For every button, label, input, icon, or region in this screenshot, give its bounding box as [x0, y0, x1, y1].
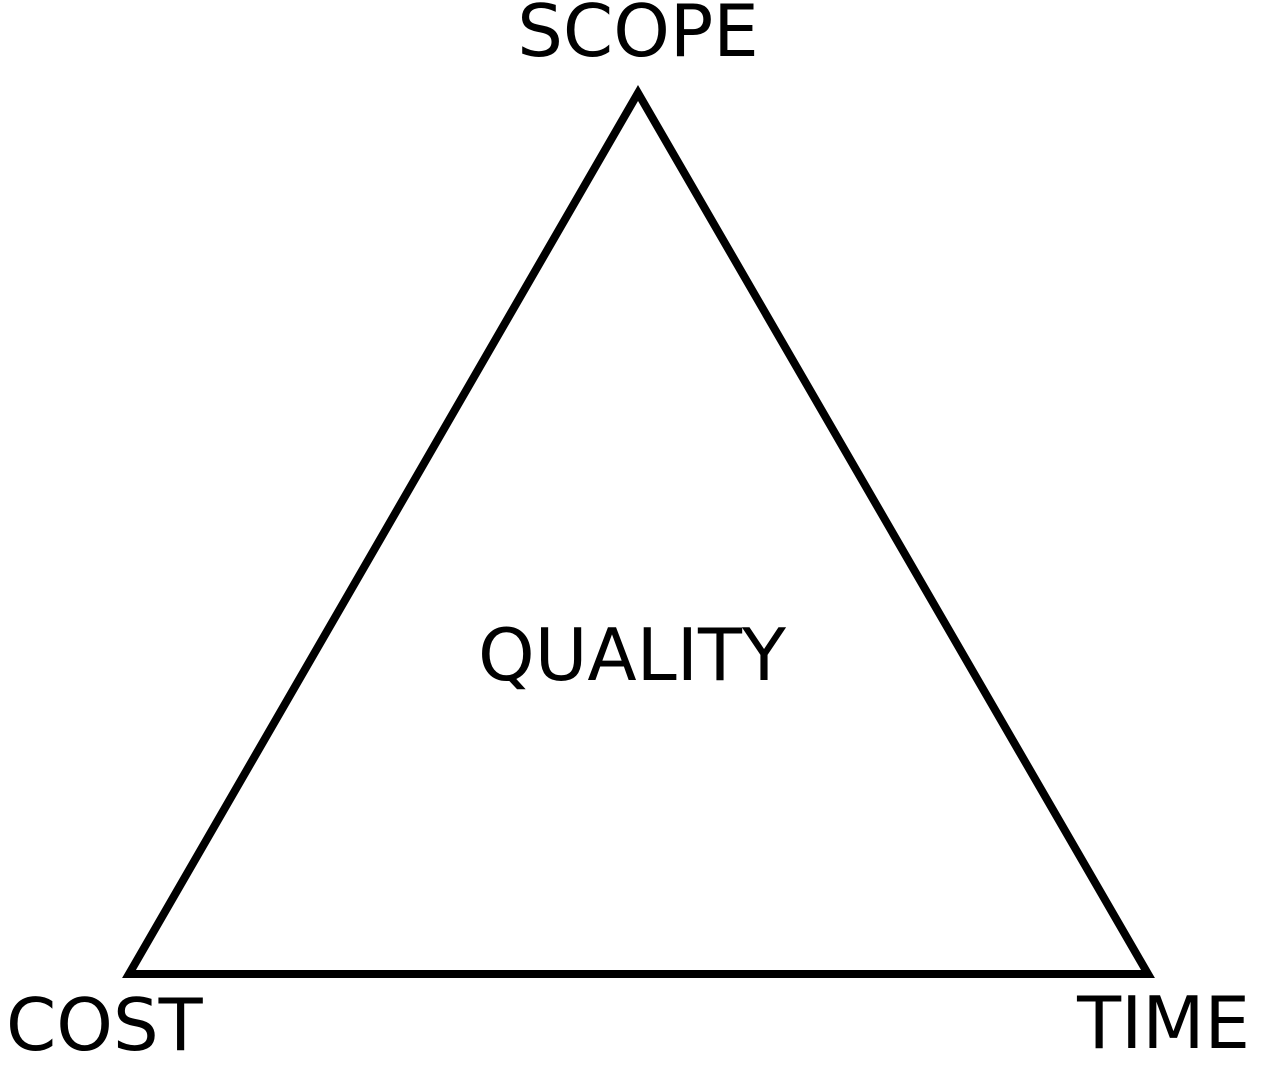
triangle-outline	[122, 85, 1155, 978]
vertex-label-time: TIME	[1076, 981, 1250, 1065]
vertex-label-scope: SCOPE	[517, 0, 759, 73]
center-label-quality: QUALITY	[478, 613, 787, 697]
vertex-label-cost: COST	[6, 983, 204, 1067]
